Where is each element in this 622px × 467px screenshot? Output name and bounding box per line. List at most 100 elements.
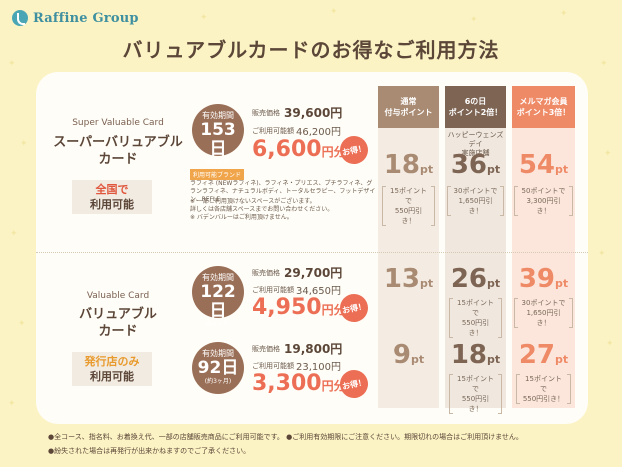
sixth-store-note-line2: 実施店舗 (461, 149, 490, 157)
brands-list: ラフィネ (NEWラフィネ)、ラフィネ・プリエス、プチラフィネ、グランラフィネ、… (190, 180, 376, 203)
card-jp-line1: バリュアブル (79, 307, 157, 322)
usage-note: ※ バデンバルーはご利用頂けません。 (190, 214, 293, 221)
points-number: 26 (450, 264, 488, 294)
points-sixth: 18pt (445, 342, 506, 368)
bracket-icon (449, 374, 453, 414)
sparkle-icon: ✦ (330, 7, 338, 17)
points-sixth: 26pt (445, 266, 506, 292)
usage-area-line2: 利用可能 (90, 198, 134, 211)
points-note: 15ポイントで 550円引き！ (516, 374, 571, 404)
points-number: 54 (518, 150, 556, 180)
column-header-line2: ポイント3倍！ (516, 108, 571, 117)
validity-sub: (約3ヶ月) (204, 378, 232, 385)
card-jp-line2: カード (98, 152, 138, 167)
sparkle-icon: ✦ (606, 339, 614, 349)
points-number: 18 (383, 150, 421, 180)
card-jp-name: バリュアブル カード (40, 306, 196, 340)
validity-label: 有効期間 (202, 273, 234, 282)
card-en-name: Valuable Card (86, 291, 150, 301)
bracket-icon (431, 186, 435, 226)
points-unit: pt (420, 277, 434, 290)
column-header-mailmag: メルマガ会員 ポイント3倍！ (512, 86, 575, 128)
points-normal: 13pt (378, 266, 439, 292)
validity-badge: 有効期間 92日 (約3ヶ月) (192, 342, 244, 394)
benefit-amount: 6,600円分 (252, 139, 346, 161)
points-unit: pt (555, 163, 569, 176)
sparkle-icon: ✦ (200, 13, 208, 23)
bracket-icon (449, 298, 453, 338)
sixth-store-note: ハッピーウェンズデイ 実施店舗 (445, 131, 506, 158)
validity-sub: (約5ヶ月) (204, 159, 232, 166)
sparkle-icon: ✦ (8, 399, 16, 409)
brand-name: Raffine Group (33, 10, 139, 26)
sparkle-icon: ✦ (604, 149, 612, 159)
points-note-line1: 15ポイントで (457, 299, 494, 317)
points-mailmag: 54pt (512, 152, 575, 178)
sparkle-icon: ✦ (600, 59, 608, 69)
validity-badge: 有効期間 122日 (約4ヶ月) (192, 266, 244, 328)
usage-notes: ※ 一部ご利用頂けないスペースがございます。 詳しくは各店舗スペースまでお問い合… (190, 198, 378, 222)
bracket-icon (382, 186, 386, 226)
sparkle-icon: ✦ (470, 15, 478, 25)
bracket-icon (498, 374, 502, 414)
points-note-line1: 30ポイントで (453, 187, 498, 195)
points-unit: pt (487, 163, 501, 176)
usage-area-line2: 利用可能 (90, 370, 134, 383)
column-header-line1: 6の日 (464, 97, 487, 106)
points-note-line2: 550円引き！ (461, 319, 490, 337)
sale-price-label: 販売価格 (252, 345, 280, 353)
points-note: 30ポイントで 1,650円引き！ (514, 298, 573, 328)
bracket-icon (569, 186, 573, 216)
sixth-store-note-line1: ハッピーウェンズデイ (447, 131, 504, 148)
points-note-line1: 15ポイントで (525, 375, 562, 393)
usable-amount-value: 23,100円 (296, 362, 341, 373)
points-note-line2: 3,300円引き！ (526, 197, 561, 215)
points-note-line1: 15ポイントで (457, 375, 494, 393)
sale-price-label: 販売価格 (252, 269, 280, 277)
usage-area-line1: 発行店のみ (84, 355, 140, 368)
sparkle-icon: ✦ (18, 319, 26, 329)
usage-area-badge: 全国で 利用可能 (72, 180, 152, 214)
footer-note-2: ●紛失された場合は再発行が出来かねますのでご了承ください。 (48, 447, 251, 455)
points-note-line1: 15ポイントで (390, 187, 427, 205)
column-header-normal: 通常 付与ポイント (378, 86, 439, 128)
column-bg-sixth (445, 86, 506, 408)
usage-area-line1: 全国で (95, 183, 129, 196)
points-unit: pt (487, 277, 501, 290)
validity-label: 有効期間 (202, 349, 234, 358)
sparkle-icon: ✦ (560, 9, 568, 19)
raffine-logo-icon (12, 10, 28, 26)
sparkle-icon: ✦ (8, 59, 16, 69)
benefit-amount: 3,300円分 (252, 373, 346, 395)
validity-sub: (約4ヶ月) (204, 321, 232, 328)
validity-value: 153日 (200, 120, 236, 159)
footer-note-1: ●全コース、指名料、お着換え代、一部の店舗販売商品にご利用可能です。 ●ご利用有… (48, 433, 523, 441)
points-note: 15ポイントで 550円引き！ (382, 186, 435, 226)
benefit-number: 4,950 (252, 295, 322, 320)
points-normal: 9pt (378, 342, 439, 368)
points-mailmag: 27pt (512, 342, 575, 368)
column-header-line2: ポイント2倍！ (448, 108, 503, 117)
column-header-line1: メルマガ会員 (519, 97, 568, 106)
benefit-number: 3,300 (252, 371, 322, 396)
section-divider (36, 252, 588, 253)
bracket-icon (500, 186, 504, 216)
usable-amount-label: ご利用可能額 (252, 362, 294, 370)
usage-area-badge: 発行店のみ 利用可能 (72, 352, 152, 386)
card-jp-line2: カード (98, 324, 138, 339)
points-number: 27 (518, 340, 556, 370)
bracket-icon (516, 374, 520, 404)
usage-note: 詳しくは各店舗スペースまでお問い合わせください。 (190, 206, 334, 213)
usable-amount-value: 46,200円 (296, 127, 341, 138)
points-number: 9 (392, 340, 411, 370)
usable-amount-value: 34,650円 (296, 286, 341, 297)
card-jp-line1: スーパーバリュアブル (53, 135, 183, 150)
bracket-icon (498, 298, 502, 338)
sparkle-icon: ✦ (10, 229, 18, 239)
points-note-line2: 1,650円引き！ (526, 309, 561, 327)
points-unit: pt (420, 163, 434, 176)
card-jp-name: スーパーバリュアブル カード (40, 134, 196, 168)
sale-price-value: 19,800円 (284, 342, 343, 356)
bracket-icon (569, 298, 573, 328)
points-note: 50ポイントで 3,300円引き！ (514, 186, 573, 216)
